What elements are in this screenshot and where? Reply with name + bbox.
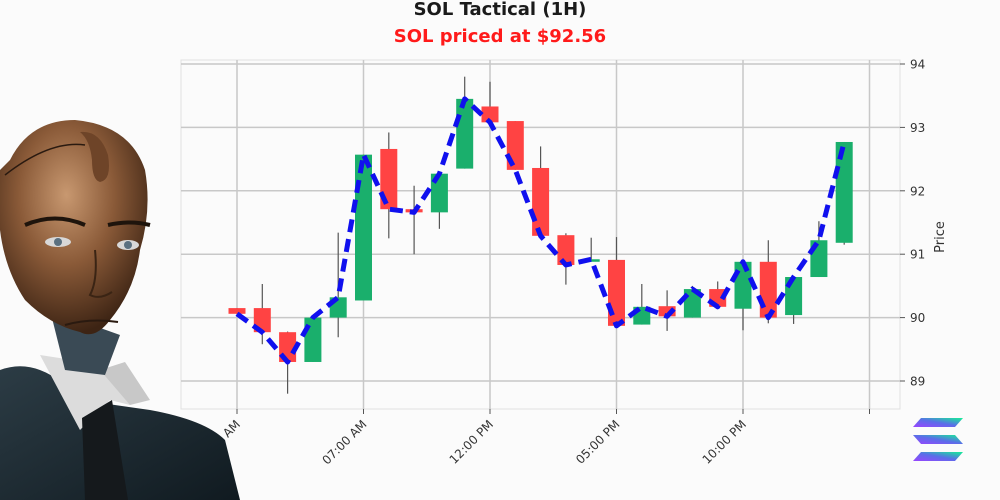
android-portrait-avatar <box>0 120 240 500</box>
x-tick-label: 07:00 AM <box>319 417 369 467</box>
bearish-candle <box>557 235 575 265</box>
y-axis: 89 90 91 92 93 94 <box>900 58 925 389</box>
bearish-candle <box>228 308 246 314</box>
y-tick-label: 92 <box>910 184 925 198</box>
x-tick-label: 12:00 PM <box>447 417 496 466</box>
x-tick-label: 10:00 PM <box>700 417 749 466</box>
y-tick-label: 90 <box>910 311 925 325</box>
bearish-candle <box>481 106 499 123</box>
bearish-candle <box>658 306 676 317</box>
chart-title: SOL Tactical (1H) <box>413 0 587 20</box>
bearish-candle <box>759 261 777 318</box>
bullish-candle <box>355 154 372 301</box>
x-tick-label: 05:00 PM <box>573 417 622 466</box>
bullish-candle <box>734 261 752 309</box>
y-tick-label: 94 <box>910 58 925 72</box>
bearish-candle <box>532 167 550 236</box>
y-axis-label: Price <box>933 221 948 253</box>
solana-logo-icon <box>913 418 963 461</box>
y-tick-label: 89 <box>910 375 925 389</box>
bullish-candle <box>456 98 474 169</box>
y-tick-label: 91 <box>910 248 925 262</box>
y-tick-label: 93 <box>910 121 925 135</box>
close-price-line <box>235 96 847 365</box>
price-subtitle: SOL priced at $92.56 <box>393 26 607 47</box>
